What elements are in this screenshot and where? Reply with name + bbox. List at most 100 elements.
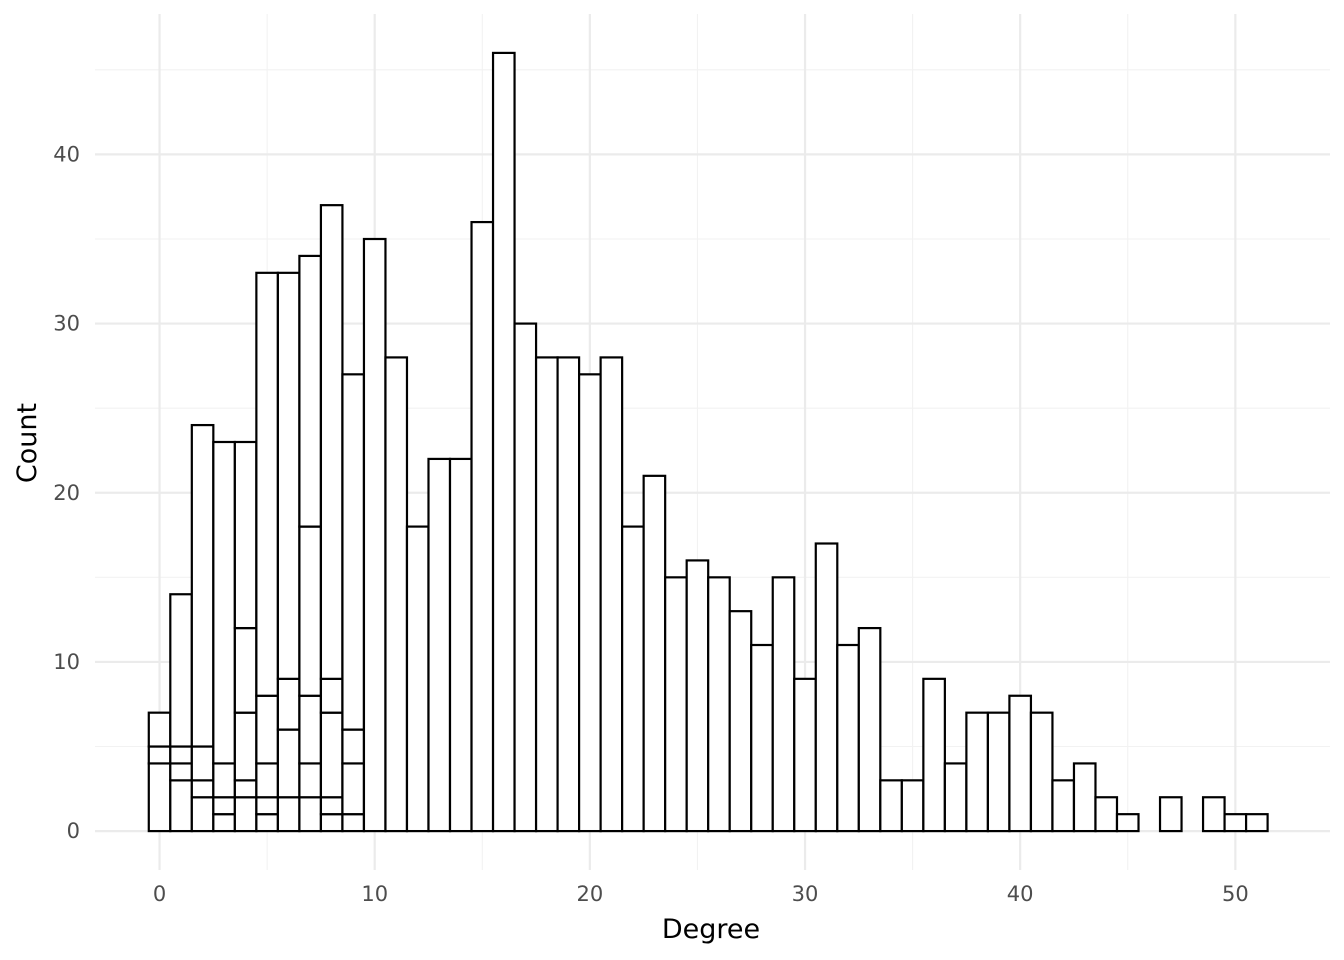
x-tick-label: 40 bbox=[1007, 882, 1034, 906]
bar-segment bbox=[1051, 779, 1076, 833]
bar-segment bbox=[922, 677, 946, 833]
y-tick-label: 40 bbox=[53, 142, 80, 166]
bar-segment bbox=[255, 813, 279, 833]
bar-segment bbox=[276, 728, 301, 799]
bar-segment bbox=[707, 576, 731, 833]
bar-segment bbox=[728, 610, 753, 833]
bar-segment bbox=[1094, 796, 1119, 833]
bar-segment bbox=[190, 779, 215, 799]
bar-segment bbox=[986, 711, 1011, 833]
bar-segment bbox=[341, 762, 366, 816]
bar-segment bbox=[298, 694, 323, 765]
bar-segment bbox=[900, 779, 925, 833]
bar-segment bbox=[1244, 813, 1269, 833]
bar-segment bbox=[556, 356, 581, 833]
bar-segment bbox=[1115, 813, 1140, 833]
x-tick-label: 0 bbox=[153, 882, 166, 906]
bar-segment bbox=[298, 796, 323, 833]
bar-segment bbox=[319, 813, 344, 833]
bar-segment bbox=[341, 728, 366, 765]
bar-segment bbox=[212, 440, 236, 765]
bar-segment bbox=[276, 796, 301, 833]
bar-segment bbox=[1029, 711, 1054, 833]
bar-segment bbox=[319, 677, 344, 714]
bar-segment bbox=[233, 779, 258, 799]
bar-segment bbox=[405, 525, 430, 833]
bar-segment bbox=[233, 711, 258, 782]
bar-segment bbox=[255, 796, 279, 816]
bar-segment bbox=[578, 373, 602, 833]
bar-segment bbox=[470, 220, 495, 833]
bar-segment bbox=[341, 373, 366, 731]
bar-segment bbox=[664, 576, 688, 833]
bar-segment bbox=[298, 254, 323, 528]
bar-segment bbox=[685, 559, 710, 833]
y-tick-labels: 0 10 20 30 40 bbox=[53, 142, 80, 843]
y-tick-label: 30 bbox=[53, 312, 80, 336]
bar-segment bbox=[190, 423, 215, 748]
bar-segment bbox=[169, 762, 193, 782]
bar-segment bbox=[384, 356, 409, 833]
x-tick-labels: 0 10 20 30 40 50 bbox=[153, 882, 1249, 906]
bar-segment bbox=[169, 779, 193, 833]
bar-segment bbox=[276, 271, 301, 680]
bar-segment bbox=[298, 762, 323, 799]
y-tick-label: 20 bbox=[53, 481, 80, 505]
bar-segment bbox=[943, 762, 968, 833]
bar-segment bbox=[836, 643, 860, 833]
bar-segment bbox=[319, 204, 344, 680]
bar-segment bbox=[255, 271, 279, 697]
bar-segment bbox=[169, 745, 193, 765]
bar-segment bbox=[233, 796, 258, 833]
bar-segment bbox=[212, 796, 236, 816]
bar-segment bbox=[233, 440, 258, 630]
x-axis-title: Degree bbox=[662, 914, 760, 945]
bar-segment bbox=[319, 711, 344, 799]
bar-segment bbox=[298, 525, 323, 697]
bar-segment bbox=[642, 474, 667, 833]
bar-segment bbox=[771, 576, 796, 833]
bar-segment bbox=[319, 796, 344, 816]
bar-segment bbox=[233, 626, 258, 714]
bar-segment bbox=[1223, 813, 1248, 833]
bar-segment bbox=[1072, 762, 1097, 833]
bar-segment bbox=[212, 762, 236, 799]
bar-segment bbox=[190, 796, 215, 833]
x-tick-label: 50 bbox=[1222, 882, 1249, 906]
bar-segment bbox=[1158, 796, 1183, 833]
x-tick-label: 20 bbox=[576, 882, 603, 906]
x-tick-label: 10 bbox=[361, 882, 388, 906]
bar-segment bbox=[212, 813, 236, 833]
bar-segment bbox=[362, 237, 387, 833]
bar-segment bbox=[513, 322, 538, 833]
bar-segment bbox=[255, 694, 279, 765]
bar-segment bbox=[965, 711, 990, 833]
y-tick-label: 0 bbox=[67, 819, 80, 843]
bar-segment bbox=[879, 779, 903, 833]
bar-segment bbox=[814, 542, 839, 833]
bar-segment bbox=[491, 51, 516, 833]
bar-segment bbox=[1008, 694, 1033, 833]
bar-segment bbox=[750, 643, 774, 833]
bar-segment bbox=[1201, 796, 1226, 833]
bar-segment bbox=[147, 745, 172, 765]
y-tick-label: 10 bbox=[53, 650, 80, 674]
bar-segment bbox=[147, 711, 172, 748]
y-axis-title: Count bbox=[12, 403, 43, 483]
bar-segment bbox=[276, 677, 301, 731]
bar-segment bbox=[255, 762, 279, 799]
bar-segment bbox=[427, 457, 452, 833]
bar-segment bbox=[621, 525, 645, 833]
bar-segment bbox=[169, 593, 193, 748]
bar-segment bbox=[448, 457, 473, 833]
bar-segment bbox=[857, 626, 882, 833]
bars bbox=[147, 51, 1269, 833]
bar-segment bbox=[147, 762, 172, 833]
bar-segment bbox=[534, 356, 559, 833]
bar-segment bbox=[599, 356, 624, 833]
bar-segment bbox=[793, 677, 817, 833]
bar-segment bbox=[190, 745, 215, 782]
bar-segment bbox=[341, 813, 366, 833]
x-tick-label: 30 bbox=[792, 882, 819, 906]
